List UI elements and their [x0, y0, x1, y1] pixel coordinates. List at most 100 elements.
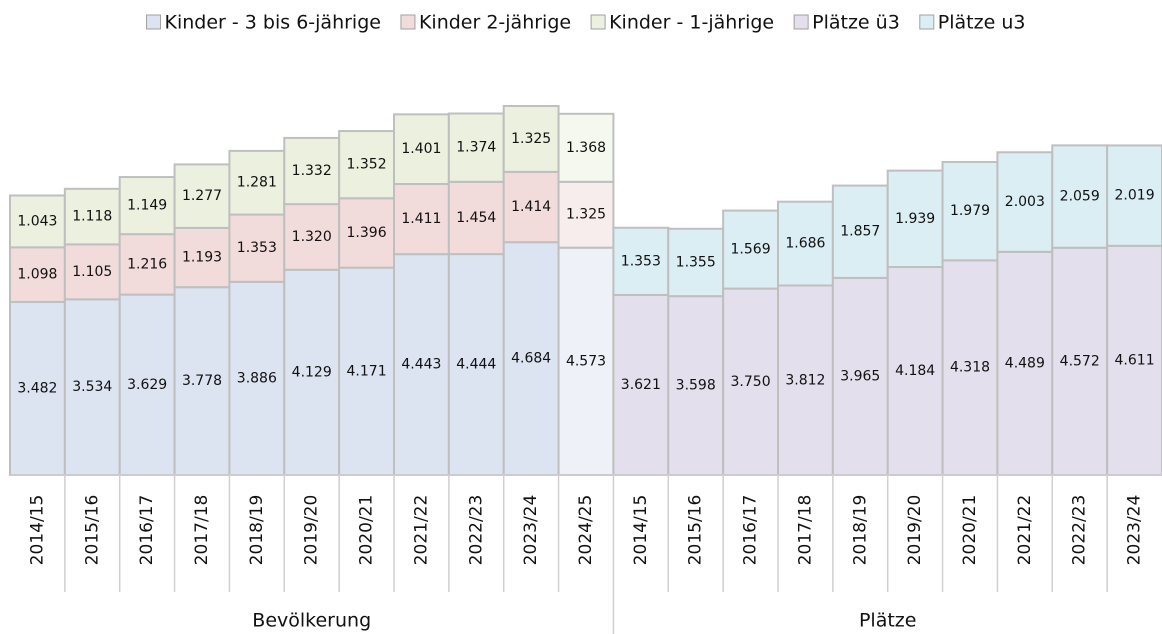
value-label: 1.374	[456, 140, 496, 156]
value-label: 3.750	[731, 374, 771, 390]
value-label: 3.812	[785, 372, 825, 388]
bar-segment	[502, 105, 560, 173]
bar-segment	[1051, 144, 1109, 249]
x-tick-label: 2019/20	[302, 495, 322, 566]
value-label: 2.059	[1060, 189, 1100, 205]
bar-segment	[338, 130, 395, 200]
value-label: 1.277	[182, 188, 222, 204]
value-label: 1.454	[456, 210, 496, 226]
value-label: 3.965	[840, 368, 880, 384]
value-label: 1.396	[347, 225, 387, 241]
value-label: 1.149	[127, 198, 167, 214]
bar-segment	[118, 176, 176, 236]
value-label: 1.325	[511, 131, 551, 147]
value-label: 1.686	[785, 236, 825, 252]
x-tick-label: 2019/20	[905, 495, 925, 566]
value-label: 1.216	[127, 256, 167, 272]
x-tick-label: 2021/22	[1015, 495, 1035, 566]
value-label: 3.621	[621, 377, 661, 393]
value-label: 1.118	[72, 209, 112, 225]
bar-segment	[338, 197, 395, 269]
x-tick-label: 2024/25	[576, 495, 596, 566]
x-tick-label: 2018/19	[247, 495, 267, 566]
value-label: 1.353	[621, 253, 661, 269]
bar-segment	[228, 280, 286, 476]
value-label: 1.325	[566, 207, 606, 223]
value-label: 4.684	[511, 351, 551, 367]
value-label: 1.411	[401, 211, 441, 227]
value-label: 4.171	[347, 363, 387, 379]
bar-segment	[9, 194, 66, 249]
value-label: 3.534	[72, 379, 112, 395]
bar-segment	[9, 300, 66, 477]
bar-segment	[667, 295, 725, 476]
legend-label: Kinder 2-jährige	[419, 12, 571, 34]
value-label: 1.414	[511, 199, 551, 215]
value-label: 4.318	[950, 360, 990, 376]
legend-label: Kinder - 3 bis 6-jährige	[165, 12, 381, 34]
bar-segment	[502, 170, 560, 244]
legend-swatch	[919, 14, 935, 30]
value-label: 1.043	[17, 213, 57, 229]
x-tick-label: 2016/17	[137, 495, 157, 566]
legend-swatch	[400, 14, 416, 30]
x-tick-label: 2015/16	[686, 495, 706, 566]
bar-segment	[283, 136, 341, 206]
legend-label: Plätze ü3	[812, 12, 900, 34]
value-label: 3.629	[127, 377, 167, 393]
bar-segment	[722, 287, 780, 476]
bar-segment	[1106, 244, 1162, 476]
bar-segment	[941, 160, 999, 262]
value-label: 1.353	[237, 240, 277, 256]
x-tick-label: 2016/17	[741, 495, 761, 566]
bar-segment	[63, 187, 121, 246]
x-tick-label: 2023/24	[1125, 495, 1145, 566]
x-tick-label: 2020/21	[357, 495, 377, 566]
value-label: 4.573	[566, 353, 606, 369]
value-label: 1.401	[401, 141, 441, 157]
x-tick-label: 2014/15	[631, 495, 651, 566]
value-label: 2.019	[1115, 188, 1155, 204]
value-label: 4.572	[1060, 353, 1100, 369]
x-tick-label: 2022/23	[466, 495, 486, 566]
value-label: 1.352	[347, 157, 387, 173]
value-label: 1.939	[895, 211, 935, 227]
value-label: 1.857	[840, 224, 880, 240]
bar-segment	[557, 112, 615, 183]
legend-label: Kinder - 1-jährige	[609, 12, 774, 34]
bar-segment	[667, 227, 725, 298]
x-tick-label: 2015/16	[82, 495, 102, 566]
bar-segment	[886, 169, 944, 269]
value-label: 3.598	[676, 378, 716, 394]
x-tick-label: 2023/24	[521, 495, 541, 566]
value-label: 1.569	[731, 242, 771, 258]
x-tick-label: 2014/15	[27, 495, 47, 566]
value-label: 3.482	[17, 380, 57, 396]
x-tick-label: 2020/21	[960, 495, 980, 566]
value-label: 2.003	[1005, 194, 1045, 210]
legend-swatch	[590, 14, 606, 30]
x-tick-label: 2022/23	[1070, 495, 1090, 566]
group-label: Bevölkerung	[252, 610, 371, 632]
value-label: 1.193	[182, 250, 222, 266]
bar-segment	[173, 226, 231, 289]
value-label: 1.355	[676, 254, 716, 270]
value-label: 3.886	[237, 370, 277, 386]
bar-segment	[9, 246, 66, 303]
value-label: 4.184	[895, 363, 935, 379]
x-tick-label: 2017/18	[192, 495, 212, 566]
legend-swatch	[146, 14, 162, 30]
x-tick-label: 2017/18	[795, 495, 815, 566]
value-label: 3.778	[182, 373, 222, 389]
value-label: 1.979	[950, 203, 990, 219]
value-label: 4.489	[1005, 355, 1045, 371]
value-label: 1.281	[237, 175, 277, 191]
value-label: 4.444	[456, 357, 496, 373]
bar-segment	[173, 163, 231, 229]
value-label: 1.105	[72, 264, 112, 280]
legend-swatch	[793, 14, 809, 30]
x-tick-label: 2021/22	[411, 495, 431, 566]
x-tick-label: 2018/19	[850, 495, 870, 566]
value-label: 1.332	[292, 163, 332, 179]
